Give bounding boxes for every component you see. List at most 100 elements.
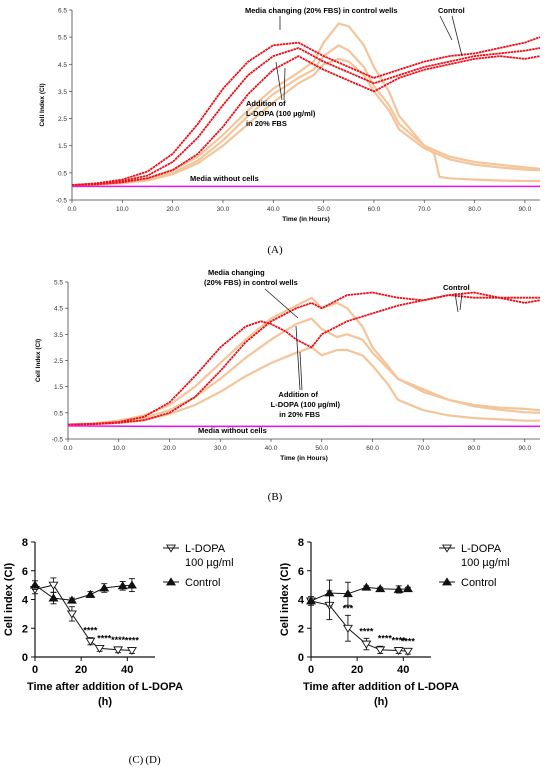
significance-stars: *** <box>343 603 354 613</box>
data-point <box>361 640 372 649</box>
data-point <box>48 593 59 602</box>
annotation-addition-3: in 20% FBS <box>279 410 320 419</box>
x-tick-label: 90.0 <box>519 206 532 213</box>
x-tick-label: 30.0 <box>217 206 230 213</box>
y-tick-label: 3.5 <box>58 89 67 96</box>
x-tick-label: 20 <box>351 664 363 676</box>
y-tick-label: 2 <box>22 623 28 635</box>
arrow-control-1 <box>454 292 459 313</box>
annotation-addition-1: Addition of <box>278 390 318 399</box>
series-line-1 <box>67 291 541 426</box>
y-tick-label: 0 <box>22 652 28 664</box>
x-tick-label: 70.0 <box>418 206 431 213</box>
x-tick-label: 40 <box>121 664 133 676</box>
data-point <box>342 589 353 598</box>
annotation-no-cells: Media without cells <box>198 426 267 435</box>
data-point <box>375 584 386 593</box>
y-tick-label: 0 <box>298 652 304 664</box>
significance-stars: **** <box>125 636 140 646</box>
annotation-media-change: Media changing (20% FBS) in control well… <box>245 6 398 15</box>
x-axis-label-2: (h) <box>98 696 112 708</box>
y-axis-label: Cell Index (CI) <box>35 339 42 382</box>
x-tick-label: 40.0 <box>267 206 280 213</box>
y-tick-label: 6 <box>298 566 304 578</box>
data-point <box>126 647 137 656</box>
x-tick-label: 40 <box>397 664 409 676</box>
x-tick-label: 0.0 <box>67 206 76 213</box>
arrow-media <box>264 288 299 319</box>
data-point <box>113 646 124 655</box>
y-axis-label: Cell index (CI) <box>279 562 291 636</box>
data-point <box>29 580 41 589</box>
y-axis-label: Cell index (CI) <box>3 562 15 636</box>
significance-stars: **** <box>111 635 126 645</box>
arrow-addition-1 <box>295 325 301 391</box>
data-point <box>94 644 105 654</box>
annotation-addition-2: L-DOPA (100 µg/ml) <box>271 400 341 409</box>
x-axis-label-1: Time after addition of L-DOPA <box>27 681 183 693</box>
x-tick-label: 0 <box>308 664 314 676</box>
data-point <box>342 624 353 633</box>
caption-b: (B) <box>267 491 283 503</box>
legend-label-ldopa-2: 100 µg/ml <box>185 557 234 569</box>
x-tick-label: 80.0 <box>468 206 481 213</box>
x-tick-label: 20.0 <box>163 445 176 452</box>
legend-label-ldopa-1: L-DOPA <box>185 543 226 555</box>
x-tick-label: 10.0 <box>116 206 129 213</box>
legend-label-ldopa-1: L-DOPA <box>461 543 502 555</box>
caption-d: (D) <box>145 754 161 766</box>
data-point <box>393 647 404 656</box>
arrow-addition-2 <box>283 67 286 101</box>
y-tick-label: 2.5 <box>58 116 67 123</box>
annotation-addition-1: Addition of <box>246 99 286 108</box>
legend-label-control: Control <box>185 577 220 589</box>
y-tick-label: 6.5 <box>58 8 67 15</box>
significance-stars: **** <box>359 626 374 636</box>
arrow-addition-1 <box>275 61 283 101</box>
data-point <box>85 637 96 646</box>
x-tick-label: 20 <box>75 664 87 676</box>
significance-stars: **** <box>97 634 112 644</box>
chart-c: 0 2 4 6 8 0 20 40 Cell index (CI) Time after addi… <box>3 537 234 708</box>
annotation-addition-2: L-DOPA (100 µg/ml) <box>246 109 316 118</box>
y-tick-label: 0.5 <box>58 170 67 177</box>
y-tick-label: 1.5 <box>58 143 67 150</box>
annotation-media-change-1: Media changing <box>208 268 265 277</box>
x-tick-label: 0.0 <box>63 445 72 452</box>
x-axis-label: Time (in Hours) <box>280 455 328 462</box>
x-tick-label: 50.0 <box>317 206 330 213</box>
legend-label-control: Control <box>461 577 496 589</box>
data-point <box>99 583 110 592</box>
y-tick-label: 1.5 <box>54 384 63 391</box>
arrow-control-2 <box>451 15 463 57</box>
y-tick-label: 8 <box>298 537 304 549</box>
x-tick-label: 70.0 <box>417 445 430 452</box>
y-tick-label: 4 <box>298 595 305 607</box>
data-point <box>117 581 128 590</box>
y-tick-label: 3.5 <box>54 332 63 339</box>
annotation-addition-3: in 20% FBS <box>246 119 287 128</box>
x-tick-label: 90.0 <box>518 445 531 452</box>
series-line-3 <box>67 317 541 426</box>
caption-c: (C) <box>128 754 144 766</box>
series-line-4 <box>67 346 540 426</box>
series-line-1 <box>71 47 541 186</box>
series-line-5 <box>67 425 541 428</box>
data-point <box>126 580 137 589</box>
arrow-addition-2 <box>299 351 303 391</box>
data-point <box>402 647 413 656</box>
arrow-control-2 <box>459 292 463 311</box>
y-tick-label: -0.5 <box>52 437 64 444</box>
data-point <box>85 589 96 598</box>
x-tick-label: 30.0 <box>214 445 227 452</box>
y-tick-label: 2.5 <box>54 358 63 365</box>
series-line-4 <box>71 44 541 187</box>
data-point <box>48 581 59 590</box>
x-tick-label: 0 <box>32 664 38 676</box>
data-point <box>361 582 372 591</box>
data-point <box>402 584 413 593</box>
data-point <box>393 584 404 593</box>
x-tick-label: 80.0 <box>468 445 481 452</box>
annotation-no-cells: Media without cells <box>190 174 259 183</box>
arrow-control-1 <box>439 15 453 41</box>
